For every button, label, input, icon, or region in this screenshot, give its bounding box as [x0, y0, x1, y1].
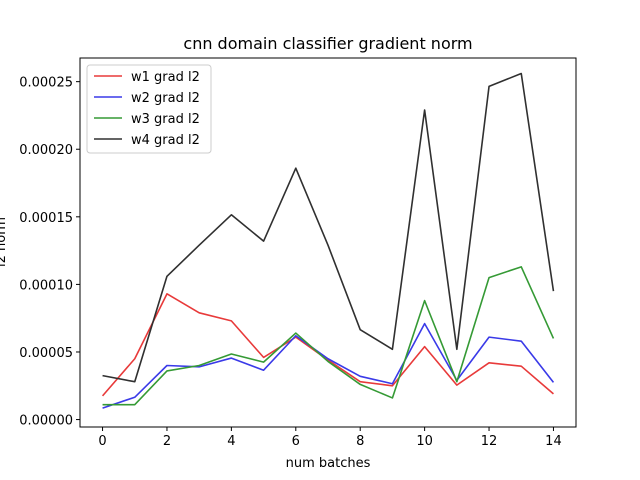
legend: w1 grad l2 w2 grad l2 w3 grad l2 w4 grad l2	[86, 64, 212, 154]
legend-label: w3 grad l2	[131, 112, 200, 127]
legend-label: w2 grad l2	[131, 91, 200, 106]
y-tick-label: 0.00015	[19, 211, 73, 226]
y-tick-label: 0.00005	[19, 346, 73, 361]
x-tick-label: 4	[227, 434, 235, 449]
y-tick-label: 0.00020	[19, 143, 73, 158]
x-tick-label: 0	[98, 434, 106, 449]
y-tick-label: 0.00025	[19, 76, 73, 91]
legend-label: w4 grad l2	[131, 133, 200, 148]
x-tick-label: 12	[481, 434, 498, 449]
x-tick-label: 6	[292, 434, 300, 449]
series-line-w4	[102, 72, 555, 383]
series-layer	[101, 72, 555, 409]
chart-title: cnn domain classifier gradient norm	[183, 34, 472, 53]
x-tick-label: 14	[545, 434, 562, 449]
x-axis-label: num batches	[286, 456, 371, 471]
series-line-w1	[101, 293, 554, 397]
legend-label: w1 grad l2	[131, 70, 200, 85]
legend-box	[86, 64, 212, 154]
x-tick-label: 8	[356, 434, 364, 449]
plot-frame	[79, 57, 577, 428]
x-tick-label: 2	[163, 434, 171, 449]
series-line-w2	[102, 322, 555, 409]
y-tick-label: 0.00010	[19, 278, 73, 293]
y-axis-ticks: 0.00000 0.00005 0.00010 0.00015 0.00020 0.000…	[19, 76, 80, 429]
x-axis-ticks: 0 2 4 6 8 10 12 14	[98, 427, 562, 449]
y-tick-label: 0.00000	[19, 414, 73, 429]
y-axis-label: l2 norm	[0, 217, 9, 267]
series-line-w3	[102, 266, 555, 406]
x-tick-label: 10	[416, 434, 433, 449]
